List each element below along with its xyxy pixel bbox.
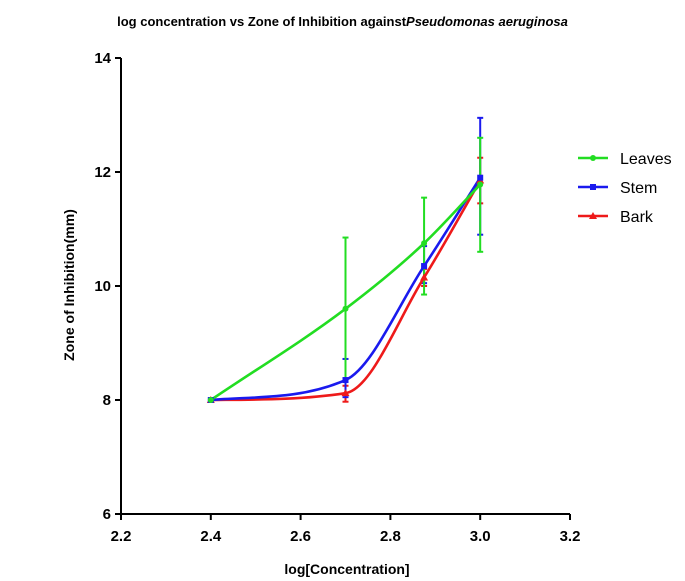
legend-label-stem: Stem [620,180,657,197]
series-line-stem [210,177,482,402]
series-lines-group [210,177,482,402]
legend-marker-stem [590,184,596,190]
data-point-stem [342,377,349,384]
data-point-bark [420,273,429,281]
x-axis-label: log[Concentration] [284,561,409,577]
y-tick-label: 12 [94,164,111,181]
data-point-stem [477,174,484,181]
markers-group [206,174,485,403]
data-point-bark [341,389,350,397]
axes-group: 6 8 10 12 14 2.2 2.4 2.6 2.8 3.0 3.2 [94,50,580,545]
data-point-leaves [207,397,214,403]
series-line-leaves [210,183,482,402]
y-tick-label: 6 [103,506,111,523]
y-tick-label: 8 [103,392,111,409]
x-tick-label: 2.4 [200,528,222,545]
x-tick-label: 3.0 [470,528,491,545]
chart-title: log concentration vs Zone of Inhibition … [0,14,685,29]
data-point-stem [421,263,428,270]
x-tick-label: 2.2 [111,528,132,545]
legend-label-leaves: Leaves [620,151,672,168]
legend-marker-leaves [590,155,596,161]
series-line-bark [210,179,482,402]
y-tick-label: 10 [94,278,111,295]
y-axis-label: Zone of Inhibition(mm) [61,209,77,361]
error-bars-group [342,116,484,403]
data-point-leaves [421,240,428,247]
x-tick-label: 2.6 [290,528,311,545]
data-point-leaves [342,305,349,312]
y-tick-label: 14 [94,50,111,67]
data-point-leaves [477,181,484,188]
legend-label-bark: Bark [620,209,654,226]
x-tick-label: 2.8 [380,528,401,545]
legend: Leaves Stem Bark [578,151,672,226]
x-tick-label: 3.2 [560,528,581,545]
chart-title-text: log concentration vs Zone of Inhibition … [117,14,407,29]
chart-title-species: Pseudomonas aeruginosa [406,14,568,29]
legend-marker-bark [589,212,597,219]
